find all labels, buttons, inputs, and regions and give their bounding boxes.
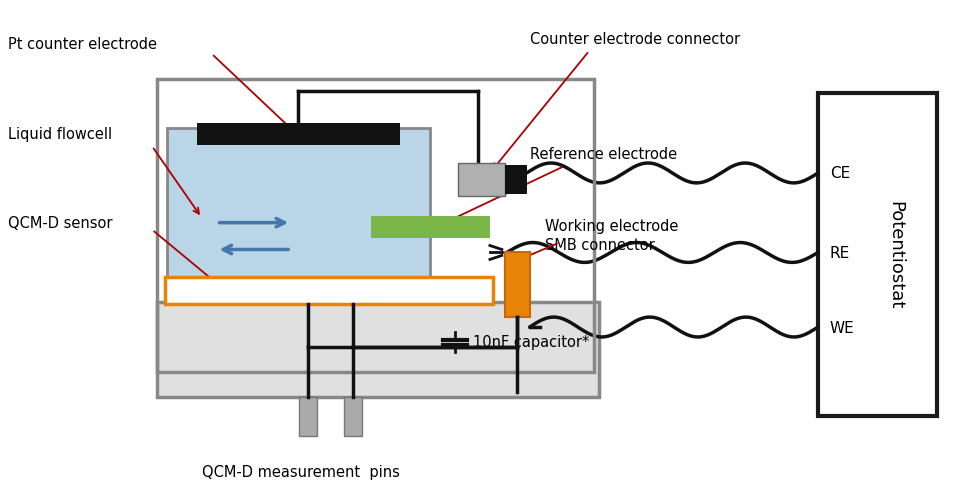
Bar <box>505 166 527 194</box>
Text: 10nF capacitor*: 10nF capacitor* <box>473 335 590 350</box>
Bar <box>197 124 401 146</box>
Bar <box>157 302 599 397</box>
Text: Potentiostat: Potentiostat <box>886 201 904 309</box>
Bar <box>167 280 491 302</box>
Text: Liquid flowcell: Liquid flowcell <box>8 126 112 142</box>
Bar <box>164 278 493 304</box>
Text: WE: WE <box>830 320 855 335</box>
Text: QCM-D measurement  pins: QCM-D measurement pins <box>202 464 400 479</box>
Text: CE: CE <box>830 166 850 181</box>
Text: Reference electrode: Reference electrode <box>530 146 677 161</box>
Bar <box>505 253 530 317</box>
Bar <box>818 94 937 417</box>
Text: Working electrode: Working electrode <box>545 218 678 233</box>
Bar <box>167 129 430 293</box>
Text: Counter electrode connector: Counter electrode connector <box>530 32 740 47</box>
Text: Pt counter electrode: Pt counter electrode <box>8 37 157 52</box>
Bar <box>344 397 361 436</box>
Bar <box>299 397 317 436</box>
Bar <box>371 216 489 238</box>
Text: SMB connector: SMB connector <box>545 238 654 253</box>
Text: QCM-D sensor: QCM-D sensor <box>8 216 113 231</box>
Text: RE: RE <box>830 245 850 261</box>
Bar <box>458 164 505 196</box>
Bar <box>157 79 595 372</box>
